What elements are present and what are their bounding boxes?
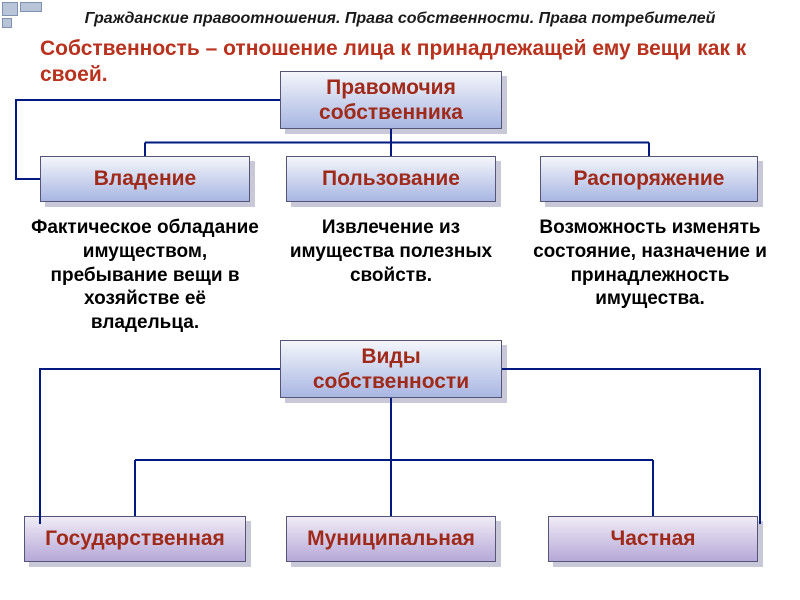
power-box-1: Владение bbox=[40, 156, 250, 202]
type-box-2: Муниципальная bbox=[286, 516, 496, 562]
types-title-label: Виды собственности bbox=[288, 344, 494, 394]
type-label-3: Частная bbox=[610, 526, 695, 551]
power-desc-1: Фактическое обладание имуществом, пребыв… bbox=[30, 216, 260, 335]
powers-title-label: Правомочия собственника bbox=[288, 75, 494, 125]
power-label-1: Владение bbox=[94, 166, 196, 191]
power-label-3: Распоряжение bbox=[574, 166, 725, 191]
power-box-3: Распоряжение bbox=[540, 156, 758, 202]
type-box-3: Частная bbox=[548, 516, 758, 562]
types-title-box: Виды собственности bbox=[280, 340, 502, 398]
type-box-1: Государственная bbox=[24, 516, 246, 562]
power-desc-3: Возможность изменять состояние, назначен… bbox=[530, 216, 770, 311]
type-label-2: Муниципальная bbox=[307, 526, 475, 551]
power-box-2: Пользование bbox=[286, 156, 496, 202]
powers-title-box: Правомочия собственника bbox=[280, 71, 502, 129]
power-desc-2: Извлечение из имущества полезных свойств… bbox=[276, 216, 506, 287]
power-label-2: Пользование bbox=[322, 166, 460, 191]
type-label-1: Государственная bbox=[45, 526, 225, 551]
